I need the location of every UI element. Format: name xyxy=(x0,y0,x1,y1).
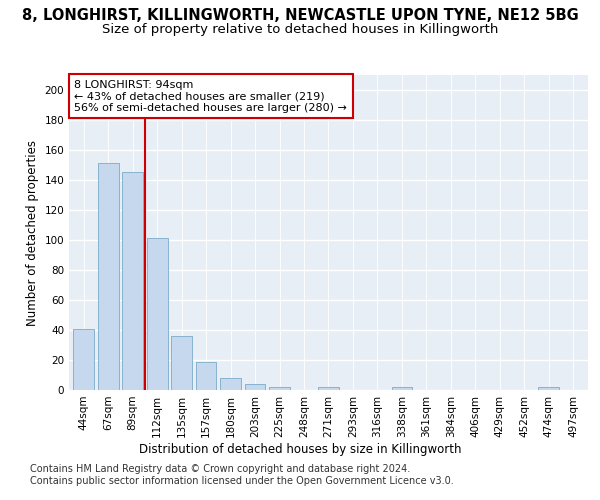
Bar xyxy=(147,238,167,390)
Bar xyxy=(245,384,265,390)
Bar xyxy=(73,328,94,390)
Bar xyxy=(98,164,119,390)
Text: Size of property relative to detached houses in Killingworth: Size of property relative to detached ho… xyxy=(102,22,498,36)
Bar xyxy=(269,387,290,390)
Bar xyxy=(392,387,412,390)
Text: 8 LONGHIRST: 94sqm
← 43% of detached houses are smaller (219)
56% of semi-detach: 8 LONGHIRST: 94sqm ← 43% of detached hou… xyxy=(74,80,347,113)
Text: Contains public sector information licensed under the Open Government Licence v3: Contains public sector information licen… xyxy=(30,476,454,486)
Y-axis label: Number of detached properties: Number of detached properties xyxy=(26,140,39,326)
Text: 8, LONGHIRST, KILLINGWORTH, NEWCASTLE UPON TYNE, NE12 5BG: 8, LONGHIRST, KILLINGWORTH, NEWCASTLE UP… xyxy=(22,8,578,22)
Bar xyxy=(538,387,559,390)
Bar xyxy=(220,378,241,390)
Text: Contains HM Land Registry data © Crown copyright and database right 2024.: Contains HM Land Registry data © Crown c… xyxy=(30,464,410,474)
Text: Distribution of detached houses by size in Killingworth: Distribution of detached houses by size … xyxy=(139,442,461,456)
Bar xyxy=(318,387,339,390)
Bar xyxy=(171,336,192,390)
Bar xyxy=(196,362,217,390)
Bar xyxy=(122,172,143,390)
